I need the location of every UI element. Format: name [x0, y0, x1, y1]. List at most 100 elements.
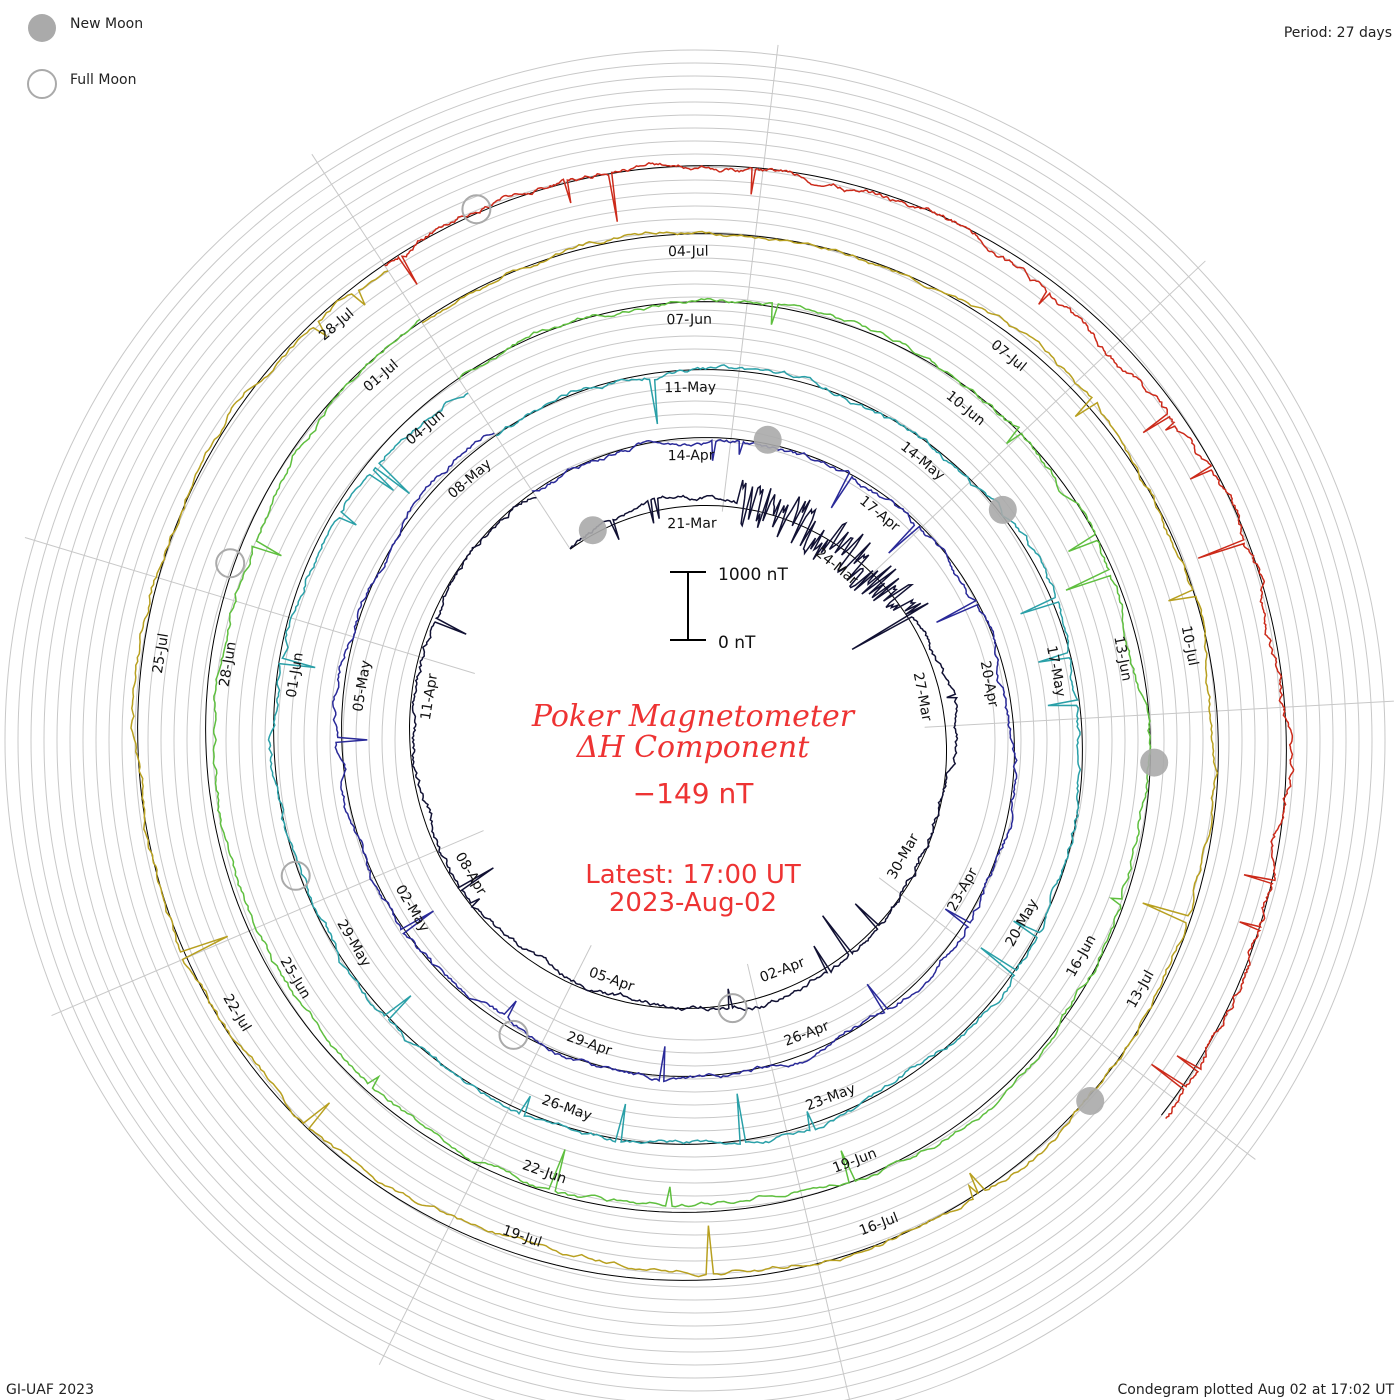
new-moon-marker [753, 425, 782, 454]
date-tick-label: 28-Jun [217, 641, 240, 689]
new-moon-marker [578, 516, 607, 545]
trace-turn [384, 161, 1295, 1120]
radial-spoke [862, 260, 1206, 583]
grid-circle [381, 426, 1009, 1054]
radial-spoke [924, 700, 1394, 728]
radial-spoke [721, 44, 779, 512]
new-moon-marker [1140, 748, 1169, 777]
chart-title: Poker Magnetometer [531, 699, 856, 734]
radial-spoke [311, 153, 570, 548]
trace-turn [411, 479, 959, 1012]
new-moon-marker [1076, 1087, 1105, 1115]
full-moon-marker [215, 548, 246, 579]
grid-circle [121, 166, 1269, 1314]
grid-circle [82, 127, 1308, 1353]
grid-circle [56, 101, 1334, 1379]
date-tick-label: 13-Jun [1110, 635, 1134, 683]
radial-spoke [378, 945, 592, 1365]
full-moon-legend-icon [27, 69, 57, 99]
date-tick-label: 25-Jul [150, 632, 172, 675]
date-tick-label: 05-Apr [587, 965, 637, 996]
baseline-turn [383, 165, 1287, 1116]
grid-circle [355, 400, 1035, 1080]
trace-turn [130, 230, 1219, 1278]
chart-subtitle: ΔH Component [576, 730, 810, 765]
baseline-turn [205, 301, 1151, 1213]
date-tick-label: 14-Apr [668, 448, 715, 465]
date-tick-label: 29-Apr [564, 1029, 614, 1060]
date-tick-label: 21-Mar [667, 516, 717, 533]
full-moon-legend-label: Full Moon [70, 72, 136, 88]
grid-circle [368, 413, 1022, 1067]
grid-circle [147, 192, 1243, 1288]
radial-spoke [24, 537, 475, 674]
date-tick-label: 01-Jun [284, 651, 307, 699]
full-moon-marker [461, 194, 492, 225]
grid-circle [108, 153, 1282, 1327]
grid-circle [17, 62, 1373, 1400]
current-value: −149 nT [633, 777, 755, 810]
grid-circle [342, 387, 1048, 1093]
date-tick-label: 02-Apr [758, 954, 808, 986]
grid-circle [173, 218, 1217, 1262]
grid-circle [329, 374, 1061, 1106]
date-tick-label: 19-Jun [831, 1145, 879, 1176]
date-tick-label: 11-May [664, 380, 716, 397]
magnetometer-traces [130, 161, 1295, 1278]
footer-plotted: Condegram plotted Aug 02 at 17:02 UT [1118, 1382, 1395, 1398]
date-tick-label: 26-Apr [782, 1018, 832, 1050]
date-tick-label: 14-May [897, 439, 947, 484]
date-tick-label: 27-Mar [910, 671, 935, 723]
grid-circle [225, 270, 1165, 1210]
date-tick-label: 07-Jul [988, 337, 1030, 375]
date-tick-label: 26-May [540, 1092, 594, 1124]
moon-markers [215, 194, 1169, 1115]
date-tick-label: 19-Jul [500, 1222, 544, 1250]
date-tick-label: 16-Jul [857, 1210, 901, 1239]
new-moon-marker [988, 495, 1017, 524]
scale-top-label: 1000 nT [718, 565, 788, 585]
full-moon-marker [717, 993, 748, 1024]
baseline-turn [408, 491, 947, 1010]
grid-circle [212, 257, 1178, 1223]
radial-spokes [24, 44, 1394, 1400]
date-tick-label: 01-Jul [361, 357, 402, 396]
radial-spoke [878, 877, 1256, 1160]
period-label: Period: 27 days [1284, 25, 1392, 41]
full-moon-marker [498, 1019, 529, 1050]
date-tick-label: 25-Jun [277, 955, 314, 1002]
new-moon-legend-icon [28, 14, 56, 42]
trace-turn [267, 364, 1082, 1145]
grid-circle [199, 244, 1191, 1236]
baseline-turn [273, 369, 1083, 1145]
scale-bottom-label: 0 nT [718, 633, 756, 653]
date-tick-label: 28-Jul [316, 305, 357, 344]
grid-circle [303, 348, 1087, 1132]
full-moon-marker [280, 860, 311, 891]
grid-circle [160, 205, 1230, 1275]
latest-date: 2023-Aug-02 [609, 888, 777, 918]
new-moon-legend-label: New Moon [70, 16, 143, 32]
radial-spoke [746, 963, 851, 1400]
trace-turn [332, 432, 1018, 1083]
grid-circle [69, 114, 1321, 1366]
date-tick-label: 30-Mar [884, 831, 922, 882]
radial-spoke [51, 830, 484, 1017]
grid-circle [394, 439, 996, 1041]
latest-time: Latest: 17:00 UT [585, 860, 801, 890]
grid-circle [277, 322, 1113, 1158]
grid-circle [264, 309, 1126, 1171]
date-tick-label: 04-Jul [668, 244, 709, 261]
footer-credit: GI-UAF 2023 [6, 1382, 94, 1398]
grid-circle [238, 283, 1152, 1197]
grid-circle [30, 75, 1360, 1400]
trace-turn [212, 297, 1152, 1208]
grid-circles [4, 49, 1386, 1400]
grid-circle [4, 49, 1386, 1400]
date-tick-label: 23-Apr [944, 865, 981, 914]
scale-bar: 1000 nT 0 nT [670, 565, 788, 653]
grid-circle [43, 88, 1347, 1392]
date-tick-label: 07-Jun [666, 312, 712, 329]
grid-circle [251, 296, 1139, 1184]
